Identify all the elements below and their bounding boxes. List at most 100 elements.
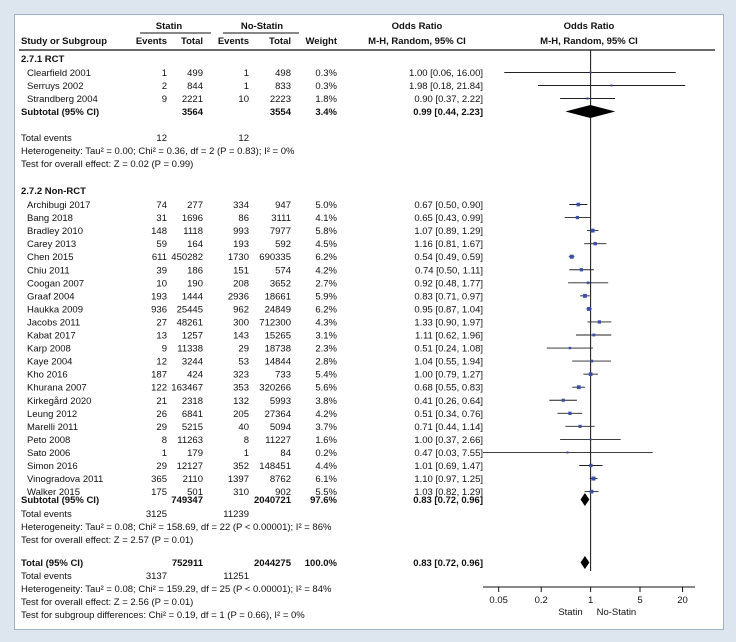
point-marker xyxy=(592,333,596,337)
nostatin-total: 2223 xyxy=(270,94,291,105)
statin-total: 501 xyxy=(187,487,203,498)
nostatin-total: 733 xyxy=(275,370,291,381)
subtotal-nonrct-nostatin-total: 2040721 xyxy=(254,495,292,506)
header-group1: Statin xyxy=(156,21,183,32)
study-weight: 5.9% xyxy=(315,291,337,302)
study-name: Peto 2008 xyxy=(27,435,70,446)
study-weight: 4.2% xyxy=(315,265,337,276)
nostatin-events: 205 xyxy=(233,409,249,420)
statin-events: 13 xyxy=(156,331,167,342)
header-study: Study or Subgroup xyxy=(21,36,107,47)
statin-events: 9 xyxy=(162,94,167,105)
nostatin-events: 8 xyxy=(244,435,249,446)
statin-total: 6841 xyxy=(182,409,203,420)
statin-events: 8 xyxy=(162,435,167,446)
nostatin-total: 3652 xyxy=(270,278,291,289)
statin-events: 1 xyxy=(162,448,167,459)
total-diamond xyxy=(580,556,590,569)
point-marker xyxy=(590,359,594,363)
events-label: Total events xyxy=(21,133,72,144)
study-weight: 4.2% xyxy=(315,409,337,420)
study-ci: 1.03 [0.82, 1.29] xyxy=(414,487,483,498)
total-weight: 100.0% xyxy=(305,558,338,569)
study-weight: 6.1% xyxy=(315,474,337,485)
nostatin-events: 10 xyxy=(238,94,249,105)
study-weight: 4.4% xyxy=(315,461,337,472)
study-weight: 2.3% xyxy=(315,344,337,355)
nostatin-total: 712300 xyxy=(259,317,291,328)
subtotal-rct-ci: 0.99 [0.44, 2.23] xyxy=(413,107,483,118)
point-marker xyxy=(576,385,581,390)
header-plot-sub: M-H, Random, 95% CI xyxy=(540,36,638,47)
subtotal-nonrct-label: Subtotal (95% CI) xyxy=(21,495,99,506)
nostatin-events: 29 xyxy=(238,344,249,355)
statin-total: 163467 xyxy=(171,383,203,394)
statin-total: 164 xyxy=(187,239,203,250)
statin-events: 2 xyxy=(162,81,167,92)
heterogeneity-text: Heterogeneity: Tau² = 0.00; Chi² = 0.36,… xyxy=(21,146,295,157)
study-name: Karp 2008 xyxy=(27,344,71,355)
subgroup-title: 2.7.1 RCT xyxy=(21,54,64,65)
nostatin-total: 902 xyxy=(275,487,291,498)
statin-events: 611 xyxy=(152,252,167,263)
statin-total: 1696 xyxy=(182,213,203,224)
study-ci: 0.54 [0.49, 0.59] xyxy=(414,252,483,263)
nostatin-total: 690335 xyxy=(259,252,291,263)
x-tick-label: 0.05 xyxy=(489,595,508,606)
subtotal-rct-diamond xyxy=(565,105,616,118)
study-name: Sato 2006 xyxy=(27,448,70,459)
nostatin-events: 193 xyxy=(233,239,249,250)
study-name: Serruys 2002 xyxy=(27,81,84,92)
study-name: Bang 2018 xyxy=(27,213,73,224)
x-tick-label: 5 xyxy=(637,595,642,606)
study-name: Kho 2016 xyxy=(27,370,68,381)
subtotal-nonrct-weight: 97.6% xyxy=(310,495,337,506)
subtotal-nonrct-statin-total: 749347 xyxy=(171,495,203,506)
study-name: Carey 2013 xyxy=(27,239,76,250)
study-weight: 1.6% xyxy=(315,435,337,446)
statin-events: 59 xyxy=(156,239,167,250)
nostatin-events: 151 xyxy=(233,265,249,276)
nostatin-total: 947 xyxy=(275,200,291,211)
statin-total: 277 xyxy=(187,200,203,211)
nostatin-total: 592 xyxy=(275,239,291,250)
subgroup-title: 2.7.2 Non-RCT xyxy=(21,186,86,197)
nostatin-events: 208 xyxy=(233,278,249,289)
nostatin-events: 1 xyxy=(244,68,249,79)
study-name: Kirkegård 2020 xyxy=(27,396,91,407)
study-weight: 4.1% xyxy=(315,213,337,224)
statin-total: 1444 xyxy=(182,291,203,302)
study-weight: 3.7% xyxy=(315,422,337,433)
events-nostatin: 12 xyxy=(238,133,249,144)
study-ci: 0.71 [0.44, 1.14] xyxy=(414,422,483,433)
statin-total: 450282 xyxy=(171,252,203,263)
study-ci: 0.67 [0.50, 0.90] xyxy=(414,200,483,211)
point-marker xyxy=(566,451,569,454)
nostatin-total: 148451 xyxy=(259,461,291,472)
statin-total: 5215 xyxy=(182,422,203,433)
nostatin-total: 18738 xyxy=(265,344,291,355)
header-events2: Events xyxy=(218,36,249,47)
study-ci: 1.00 [0.37, 2.66] xyxy=(414,435,483,446)
statin-events: 21 xyxy=(156,396,167,407)
study-name: Walker 2015 xyxy=(27,487,80,498)
statin-total: 499 xyxy=(187,68,203,79)
header-plot-title: Odds Ratio xyxy=(564,21,615,32)
subtotal-nonrct-diamond xyxy=(580,493,590,506)
nostatin-events: 1397 xyxy=(228,474,249,485)
point-marker xyxy=(589,71,592,74)
total-statin-total: 752911 xyxy=(172,558,204,569)
study-ci: 1.00 [0.79, 1.27] xyxy=(414,370,483,381)
overall-effect-text: Test for overall effect: Z = 2.56 (P = 0… xyxy=(21,597,193,608)
study-name: Simon 2016 xyxy=(27,461,78,472)
subtotal-rct-statin-total: 3564 xyxy=(182,107,204,118)
nostatin-events: 86 xyxy=(238,213,249,224)
header-weight: Weight xyxy=(306,36,338,47)
nostatin-total: 7977 xyxy=(270,226,291,237)
point-marker xyxy=(586,97,589,100)
nostatin-total: 5094 xyxy=(270,422,291,433)
statin-events: 12 xyxy=(156,357,167,368)
statin-events: 10 xyxy=(156,278,167,289)
point-marker xyxy=(593,241,597,246)
header-group2: No-Statin xyxy=(241,21,283,32)
